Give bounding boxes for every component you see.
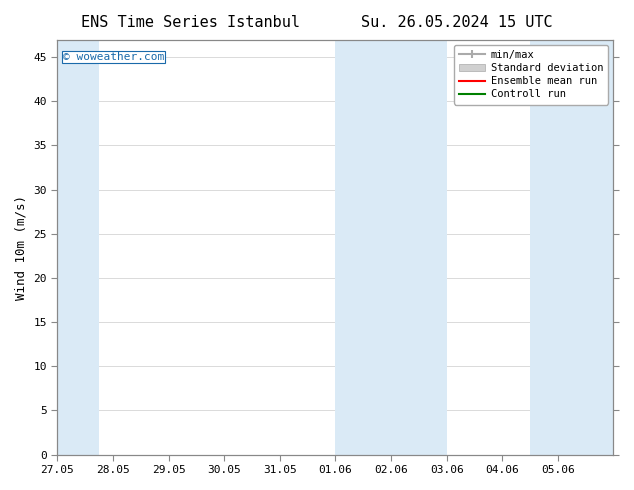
Text: ENS Time Series Istanbul: ENS Time Series Istanbul: [81, 15, 300, 30]
Text: © woweather.com: © woweather.com: [63, 52, 164, 62]
Bar: [530, 40, 614, 455]
Bar: [335, 40, 446, 455]
Y-axis label: Wind 10m (m/s): Wind 10m (m/s): [15, 195, 28, 299]
Bar: [58, 40, 99, 455]
Legend: min/max, Standard deviation, Ensemble mean run, Controll run: min/max, Standard deviation, Ensemble me…: [454, 45, 608, 104]
Text: Su. 26.05.2024 15 UTC: Su. 26.05.2024 15 UTC: [361, 15, 552, 30]
